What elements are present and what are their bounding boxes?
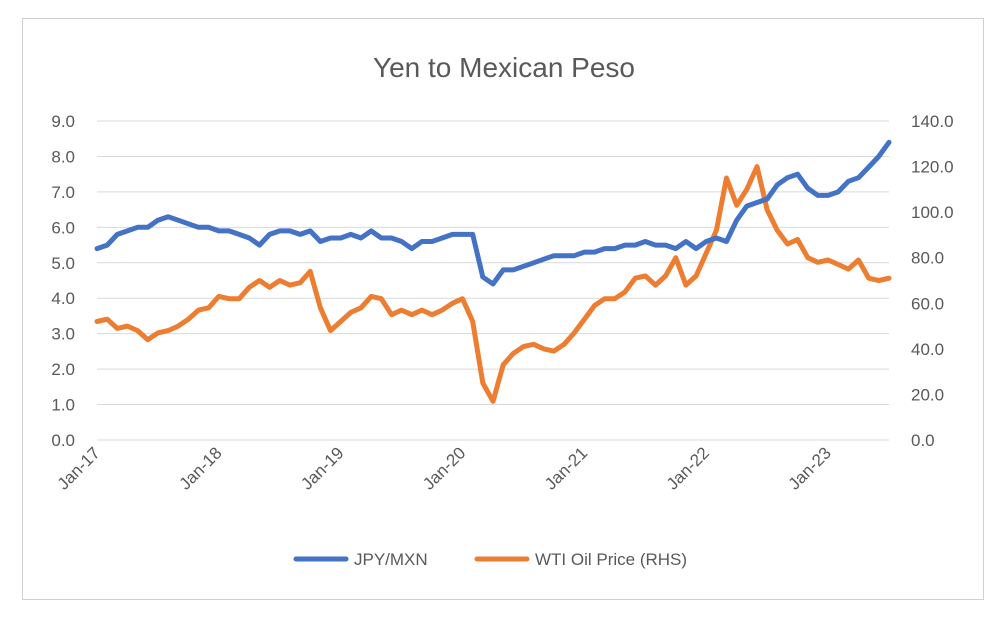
series-line-jpy-mxn [94, 139, 892, 287]
chart-title: Yen to Mexican Peso [373, 52, 635, 83]
x-tick-label: Jan-19 [297, 443, 347, 493]
left-tick-label: 4.0 [51, 289, 75, 308]
left-tick-label: 3.0 [51, 325, 75, 344]
left-tick-label: 0.0 [51, 431, 75, 450]
legend-label-jpy-mxn: JPY/MXN [354, 550, 428, 569]
right-tick-label: 100.0 [911, 203, 954, 222]
series-layer [94, 139, 892, 404]
right-tick-label: 20.0 [911, 385, 944, 404]
chart-frame: Yen to Mexican Peso 0.0 1.0 2.0 3.0 4.0 5.0 6.… [22, 18, 984, 600]
left-tick-label: 5.0 [51, 254, 75, 273]
right-tick-label: 40.0 [911, 340, 944, 359]
x-tick-label: Jan-23 [785, 443, 835, 493]
right-tick-label: 120.0 [911, 158, 954, 177]
legend: JPY/MXN WTI Oil Price (RHS) [293, 550, 687, 569]
legend-label-wti-oil: WTI Oil Price (RHS) [535, 550, 687, 569]
gridlines [97, 120, 889, 441]
left-tick-label: 2.0 [51, 360, 75, 379]
x-tick-label: Jan-21 [541, 443, 591, 493]
series-line-wti-oil [94, 164, 892, 404]
x-axis: Jan-17 Jan-18 Jan-19 Jan-20 Jan-21 Jan-22 Jan-… [54, 443, 835, 493]
left-tick-label: 9.0 [51, 112, 75, 131]
left-tick-label: 6.0 [51, 218, 75, 237]
left-tick-label: 7.0 [51, 183, 75, 202]
left-y-axis: 0.0 1.0 2.0 3.0 4.0 5.0 6.0 7.0 8.0 9.0 [51, 112, 75, 450]
x-tick-label: Jan-22 [663, 443, 713, 493]
x-tick-label: Jan-17 [54, 443, 104, 493]
right-tick-label: 60.0 [911, 294, 944, 313]
left-tick-label: 1.0 [51, 396, 75, 415]
chart-svg: Yen to Mexican Peso 0.0 1.0 2.0 3.0 4.0 5.0 6.… [51, 52, 954, 569]
right-y-axis: 0.0 20.0 40.0 60.0 80.0 100.0 120.0 140.0 [911, 112, 954, 450]
left-tick-label: 8.0 [51, 147, 75, 166]
x-tick-label: Jan-18 [175, 443, 225, 493]
right-tick-label: 140.0 [911, 112, 954, 131]
right-tick-label: 0.0 [911, 431, 935, 450]
right-tick-label: 80.0 [911, 249, 944, 268]
x-tick-label: Jan-20 [419, 443, 469, 493]
